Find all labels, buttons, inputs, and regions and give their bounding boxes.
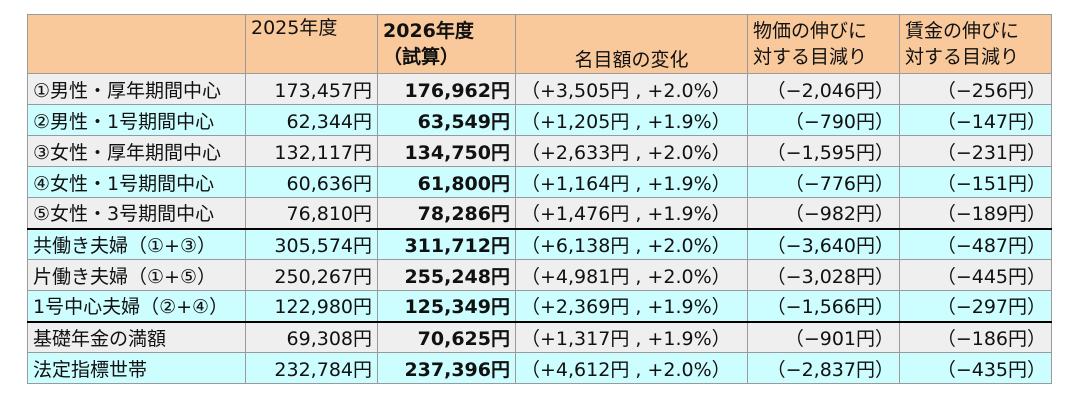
wage-decline: （−189円）: [899, 197, 1052, 229]
header-2026-line1: 2026年度: [383, 20, 474, 42]
header-row: 2025年度 2026年度 （試算） 名目額の変化 物価の伸びに 対する目減り …: [27, 14, 1052, 74]
amount-2025: 132,117円: [245, 135, 378, 167]
price-decline: （−2,046円）: [747, 73, 900, 105]
wage-decline: （−487円）: [899, 227, 1052, 260]
row-label: 共働き夫婦（①+③）: [27, 227, 246, 260]
amount-2025: 69,308円: [245, 320, 378, 353]
amount-2025: 76,810円: [245, 197, 378, 229]
header-2026-line2: （試算）: [383, 46, 460, 68]
table-row: ⑤女性・3号期間中心 76,810円 78,286円 （+1,476円 , +1…: [27, 197, 1052, 229]
amount-2026: 125,349円: [377, 290, 516, 322]
amount-2026: 61,800円: [377, 166, 516, 198]
price-decline: （−3,028円）: [747, 259, 900, 291]
table-row: 共働き夫婦（①+③） 305,574円 311,712円 （+6,138円 , …: [27, 227, 1052, 260]
row-label: 基礎年金の満額: [27, 320, 246, 353]
header-price-decline: 物価の伸びに 対する目減り: [747, 14, 900, 74]
table-row: 基礎年金の満額 69,308円 70,625円 （+1,317円 , +1.9%…: [27, 320, 1052, 353]
header-change: 名目額の変化: [515, 14, 748, 74]
table-row: ④女性・1号期間中心 60,636円 61,800円 （+1,164円 , +1…: [27, 166, 1052, 198]
header-2025: 2025年度: [245, 14, 378, 74]
row-label: 片働き夫婦（①+⑤）: [27, 259, 246, 291]
nominal-change: （+3,505円 , +2.0%）: [515, 73, 748, 105]
nominal-change: （+4,612円 , +2.0%）: [515, 352, 748, 384]
nominal-change: （+1,476円 , +1.9%）: [515, 197, 748, 229]
table-row: ①男性・厚年期間中心 173,457円 176,962円 （+3,505円 , …: [27, 73, 1052, 105]
table-row: 法定指標世帯 232,784円 237,396円 （+4,612円 , +2.0…: [27, 352, 1052, 384]
header-price-line2: 対する目減り: [753, 46, 868, 68]
table-row: 1号中心夫婦（②+④） 122,980円 125,349円 （+2,369円 ,…: [27, 290, 1052, 322]
price-decline: （−901円）: [747, 320, 900, 353]
header-price-line1: 物価の伸びに: [753, 20, 868, 42]
wage-decline: （−151円）: [899, 166, 1052, 198]
row-label: ③女性・厚年期間中心: [27, 135, 246, 167]
wage-decline: （−297円）: [899, 290, 1052, 322]
row-label: ⑤女性・3号期間中心: [27, 197, 246, 229]
header-wage-decline: 賃金の伸びに 対する目減り: [899, 14, 1052, 74]
row-label: ④女性・1号期間中心: [27, 166, 246, 198]
amount-2026: 70,625円: [377, 320, 516, 353]
row-label: ①男性・厚年期間中心: [27, 73, 246, 105]
price-decline: （−776円）: [747, 166, 900, 198]
nominal-change: （+4,981円 , +2.0%）: [515, 259, 748, 291]
amount-2025: 305,574円: [245, 227, 378, 260]
row-label: 1号中心夫婦（②+④）: [27, 290, 246, 322]
wage-decline: （−147円）: [899, 104, 1052, 136]
price-decline: （−1,566円）: [747, 290, 900, 322]
price-decline: （−3,640円）: [747, 227, 900, 260]
amount-2026: 255,248円: [377, 259, 516, 291]
table-row: ②男性・1号期間中心 62,344円 63,549円 （+1,205円 , +1…: [27, 104, 1052, 136]
row-label: ②男性・1号期間中心: [27, 104, 246, 136]
price-decline: （−1,595円）: [747, 135, 900, 167]
amount-2026: 134,750円: [377, 135, 516, 167]
wage-decline: （−445円）: [899, 259, 1052, 291]
header-wage-line2: 対する目減り: [905, 46, 1020, 68]
amount-2026: 78,286円: [377, 197, 516, 229]
header-label-cell: [27, 14, 246, 74]
amount-2026: 63,549円: [377, 104, 516, 136]
amount-2025: 250,267円: [245, 259, 378, 291]
nominal-change: （+1,317円 , +1.9%）: [515, 320, 748, 353]
table-row: ③女性・厚年期間中心 132,117円 134,750円 （+2,633円 , …: [27, 135, 1052, 167]
row-label: 法定指標世帯: [27, 352, 246, 384]
amount-2025: 173,457円: [245, 73, 378, 105]
amount-2026: 176,962円: [377, 73, 516, 105]
amount-2025: 60,636円: [245, 166, 378, 198]
amount-2026: 237,396円: [377, 352, 516, 384]
amount-2025: 62,344円: [245, 104, 378, 136]
amount-2025: 232,784円: [245, 352, 378, 384]
nominal-change: （+1,164円 , +1.9%）: [515, 166, 748, 198]
nominal-change: （+2,369円 , +1.9%）: [515, 290, 748, 322]
price-decline: （−2,837円）: [747, 352, 900, 384]
wage-decline: （−186円）: [899, 320, 1052, 353]
wage-decline: （−231円）: [899, 135, 1052, 167]
wage-decline: （−256円）: [899, 73, 1052, 105]
price-decline: （−982円）: [747, 197, 900, 229]
price-decline: （−790円）: [747, 104, 900, 136]
pension-comparison-table: 2025年度 2026年度 （試算） 名目額の変化 物価の伸びに 対する目減り …: [27, 14, 1052, 384]
table-row: 片働き夫婦（①+⑤） 250,267円 255,248円 （+4,981円 , …: [27, 259, 1052, 291]
wage-decline: （−435円）: [899, 352, 1052, 384]
header-wage-line1: 賃金の伸びに: [905, 20, 1020, 42]
nominal-change: （+6,138円 , +2.0%）: [515, 227, 748, 260]
amount-2025: 122,980円: [245, 290, 378, 322]
amount-2026: 311,712円: [377, 227, 516, 260]
header-2026: 2026年度 （試算）: [377, 14, 516, 74]
nominal-change: （+1,205円 , +1.9%）: [515, 104, 748, 136]
nominal-change: （+2,633円 , +2.0%）: [515, 135, 748, 167]
